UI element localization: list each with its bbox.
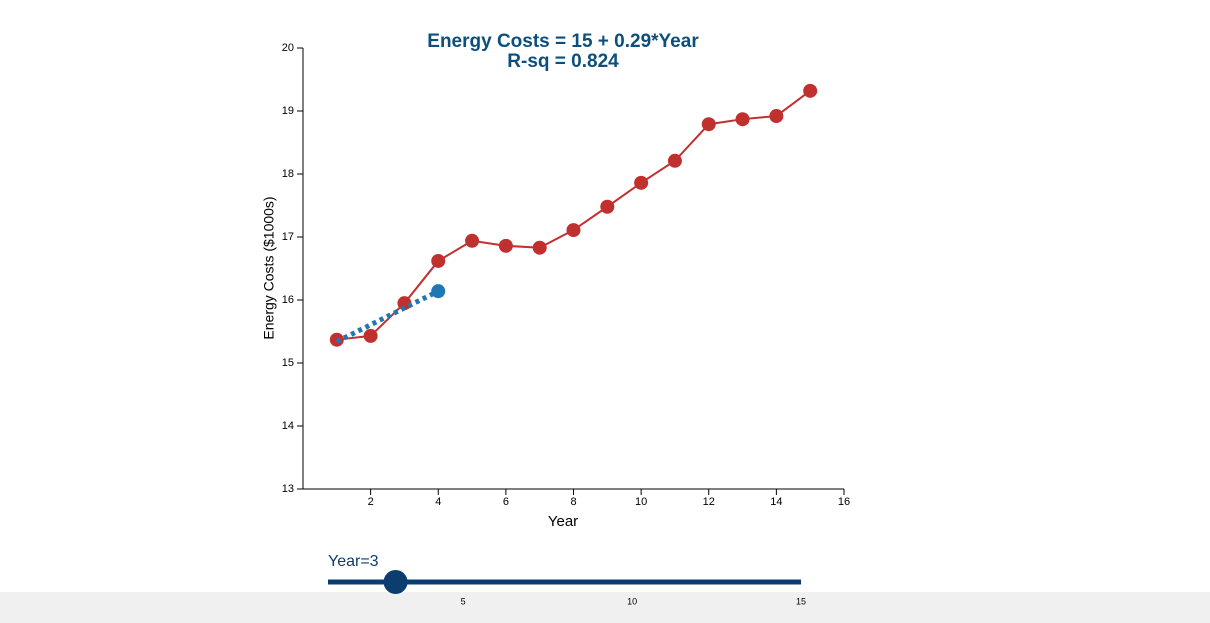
x-tick-label: 14: [770, 496, 782, 508]
y-tick-label: 18: [282, 168, 294, 180]
x-tick-label: 16: [838, 496, 850, 508]
y-tick-label: 13: [282, 483, 294, 495]
y-axis-label: Energy Costs ($1000s): [261, 196, 277, 339]
data-point: [701, 117, 716, 132]
data-point: [600, 199, 615, 214]
y-tick-label: 15: [282, 357, 294, 369]
data-point: [465, 233, 480, 248]
data-point: [397, 296, 412, 311]
x-tick-label: 6: [503, 496, 509, 508]
data-point: [566, 223, 581, 238]
data-point: [667, 153, 682, 168]
data-point: [532, 240, 547, 255]
x-tick-label: 8: [570, 496, 576, 508]
x-axis-label: Year: [548, 513, 578, 530]
x-tick-label: 10: [635, 496, 647, 508]
y-tick-label: 17: [282, 231, 294, 243]
data-point: [431, 253, 446, 268]
data-point: [431, 284, 446, 299]
browser-bar: [0, 592, 1210, 623]
data-point: [498, 238, 513, 253]
x-tick-label: 12: [703, 496, 715, 508]
slider-tick-label: 15: [796, 596, 806, 606]
y-tick-label: 19: [282, 105, 294, 117]
data-point: [735, 112, 750, 127]
data-point: [803, 83, 818, 98]
x-tick-label: 2: [368, 496, 374, 508]
slider-tick-label: 10: [627, 596, 637, 606]
slider-handle[interactable]: [383, 570, 408, 594]
slider-label: Year=3: [328, 553, 379, 570]
slider-tick-label: 5: [461, 596, 466, 606]
chart-subtitle: R-sq = 0.824: [507, 51, 619, 72]
data-point: [769, 109, 784, 124]
data-point: [363, 328, 378, 343]
y-tick-label: 14: [282, 420, 294, 432]
data-point: [634, 175, 649, 190]
chart-title: Energy Costs = 15 + 0.29*Year: [427, 31, 699, 52]
y-tick-label: 20: [282, 42, 294, 54]
series-line: [335, 288, 440, 344]
y-tick-label: 16: [282, 294, 294, 306]
x-tick-label: 4: [435, 496, 441, 508]
